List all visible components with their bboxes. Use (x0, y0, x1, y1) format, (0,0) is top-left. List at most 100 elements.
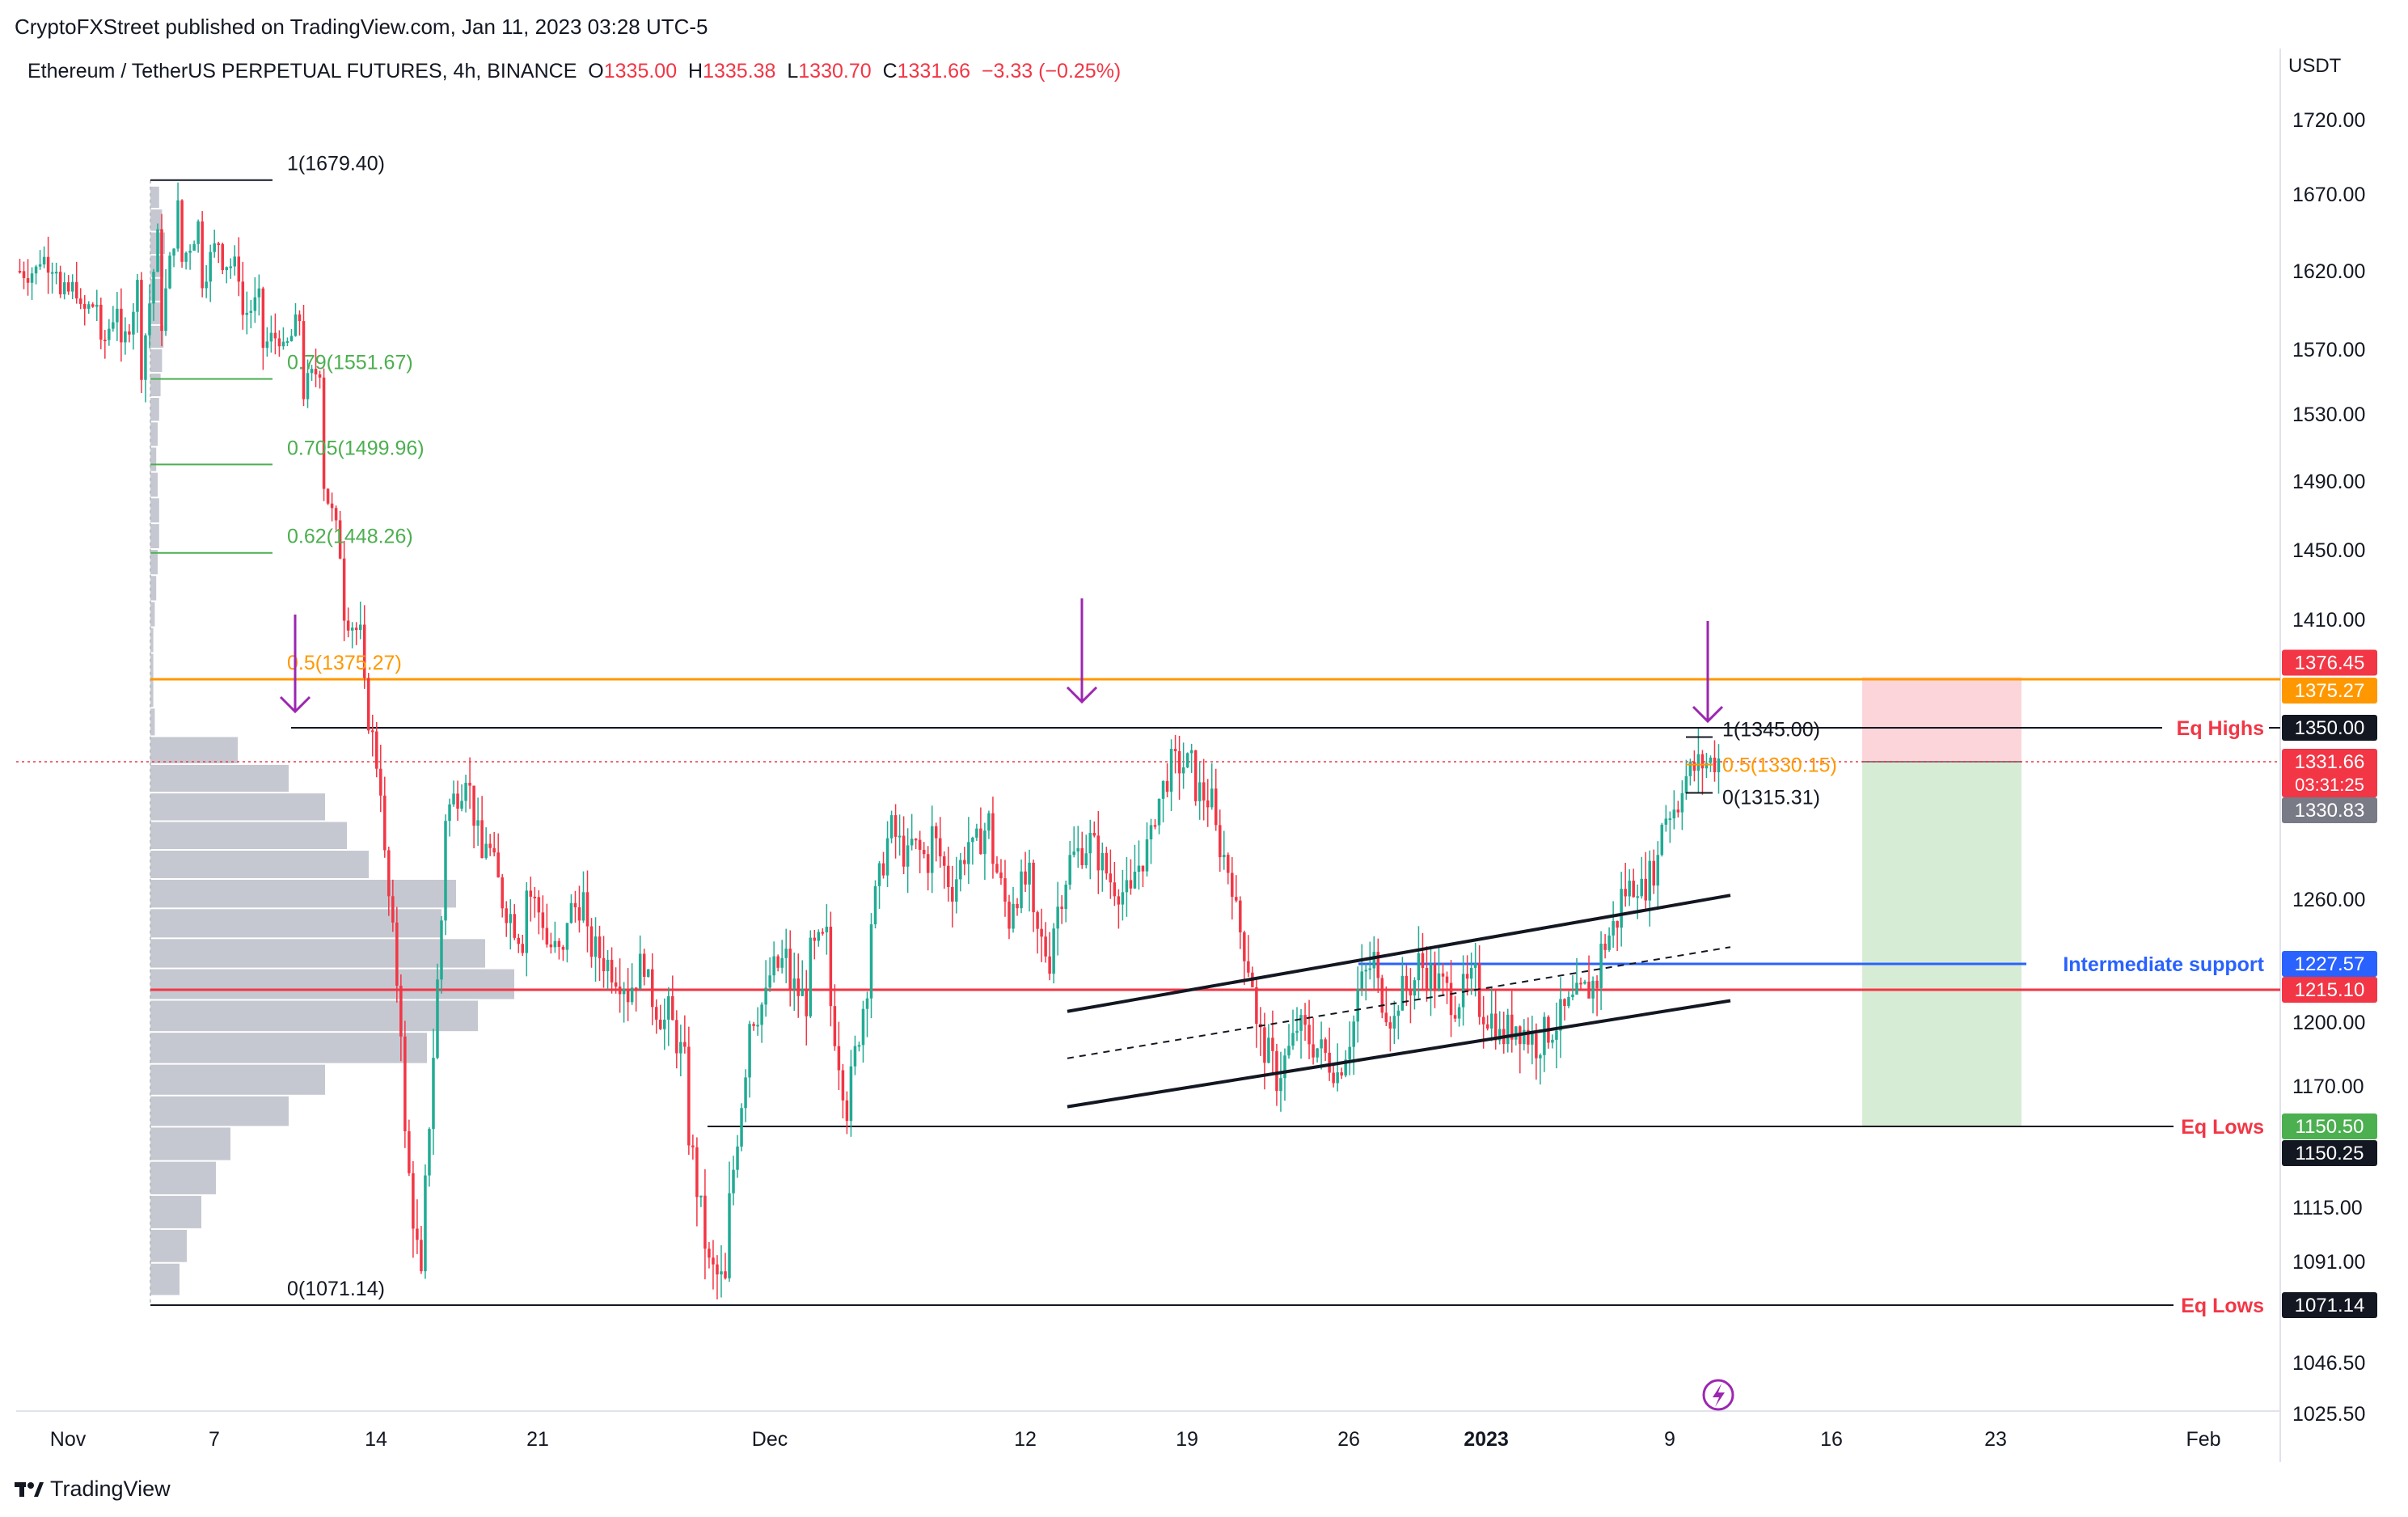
candle-body (768, 975, 771, 988)
price-tag[interactable] (2282, 797, 2377, 823)
price-tag[interactable] (2282, 977, 2377, 1003)
fibonacci-retracements: 1(1679.40) 0.79(1551.67) 0.705(1499.96) 0.6… (150, 153, 1837, 1300)
candle-body (1396, 1010, 1400, 1016)
candle-body (505, 908, 508, 923)
candle-body (289, 336, 294, 341)
candle-body (350, 628, 354, 631)
candle-body (281, 341, 285, 347)
candle-body (1189, 750, 1193, 754)
candle-body (796, 978, 801, 996)
candle-body (675, 1020, 678, 1054)
candle-body (699, 1195, 703, 1198)
candle-body (732, 1169, 735, 1194)
candle-body (541, 912, 545, 928)
candle-body (1433, 964, 1437, 990)
candle-body (975, 828, 978, 838)
candle-body (1340, 1072, 1343, 1075)
candle-body (1539, 1054, 1542, 1059)
candle-body (82, 303, 87, 309)
volume-profile-bar (150, 1263, 180, 1295)
price-tag[interactable] (2282, 749, 2377, 797)
candle-body (50, 272, 54, 274)
y-tick-label: 1170.00 (2292, 1075, 2364, 1098)
candle-body (1145, 839, 1149, 872)
candle-body (1449, 982, 1453, 1016)
symbol-name[interactable]: Ethereum / TetherUS PERPETUAL FUTURES, 4… (27, 60, 577, 82)
candle-body (1299, 1015, 1303, 1031)
volume-profile-bar (150, 374, 161, 396)
candle-body (772, 956, 775, 976)
candle-body (253, 297, 257, 311)
candle-body (764, 987, 767, 1005)
candle-body (1498, 1029, 1502, 1041)
candle-body (1227, 855, 1230, 873)
candle-body (176, 200, 180, 249)
low-value: 1330.70 (798, 60, 872, 82)
y-tick-label: 1620.00 (2292, 260, 2365, 283)
price-tag[interactable] (2282, 1113, 2377, 1139)
candle-body (821, 932, 825, 934)
candle-body (318, 374, 322, 378)
candle-body (1607, 935, 1611, 950)
y-tick-label: 1450.00 (2292, 539, 2365, 562)
candle-body (1008, 902, 1011, 929)
candle-body (1583, 981, 1586, 984)
volume-profile-bar (150, 764, 289, 792)
candle-body (1003, 878, 1007, 902)
candle-body (1206, 800, 1210, 808)
fib-left-label: 0.79(1551.67) (287, 352, 413, 374)
tradingview-brand[interactable]: TradingView (15, 1477, 171, 1502)
volume-profile-bar (150, 576, 157, 601)
candle-body (261, 288, 265, 349)
price-tag[interactable] (2282, 678, 2377, 704)
candle-body (963, 860, 966, 864)
volume-profile-bar (150, 628, 154, 653)
candle-body (1421, 953, 1425, 968)
volume-profile-bar (150, 679, 154, 708)
candle-body (809, 937, 813, 1016)
candle-body (833, 1006, 837, 1046)
candle-body (618, 987, 622, 995)
candle-body (602, 957, 606, 972)
price-tag-label: 1375.27 (2295, 680, 2365, 702)
candle-body (229, 266, 233, 268)
level-label: Intermediate support (2063, 953, 2264, 976)
price-tag[interactable] (2282, 715, 2377, 741)
candle-body (1688, 762, 1692, 776)
candle-body (1177, 750, 1181, 774)
level-label-bg (2026, 949, 2269, 977)
candle-body (1113, 882, 1117, 897)
price-tag-label: 1350.00 (2295, 717, 2365, 739)
volume-profile-bar (150, 1127, 230, 1160)
candle-body (1231, 873, 1234, 898)
candle-body (1506, 1014, 1510, 1045)
brand-name: TradingView (50, 1477, 171, 1501)
candle-body (979, 828, 982, 855)
candle-body (817, 932, 821, 941)
price-tag[interactable] (2282, 951, 2377, 977)
candle-body (1705, 763, 1709, 769)
candle-body (1036, 912, 1039, 929)
candle-body (663, 1019, 666, 1029)
candle-body (26, 277, 30, 283)
candle-body (1117, 896, 1121, 905)
candle-body (736, 1146, 739, 1170)
open-value: 1335.00 (603, 60, 678, 82)
candle-body (257, 288, 261, 298)
candle-body (277, 338, 281, 347)
candle-body (18, 271, 22, 273)
candle-body (545, 928, 549, 945)
candle-body (1376, 952, 1380, 978)
price-tag-label: 1227.57 (2295, 953, 2365, 975)
candle-body (62, 282, 66, 294)
candle-body (249, 311, 253, 313)
candle-body (205, 281, 208, 289)
price-tag-label: 1331.66 (2295, 751, 2365, 773)
price-tag[interactable] (2282, 649, 2377, 676)
lightning-icon[interactable] (1702, 1379, 1734, 1411)
candle-body (1595, 980, 1599, 989)
price-tag[interactable] (2282, 1292, 2377, 1318)
price-tag[interactable] (2282, 1140, 2377, 1166)
channel-lower-line (1067, 999, 1731, 1109)
